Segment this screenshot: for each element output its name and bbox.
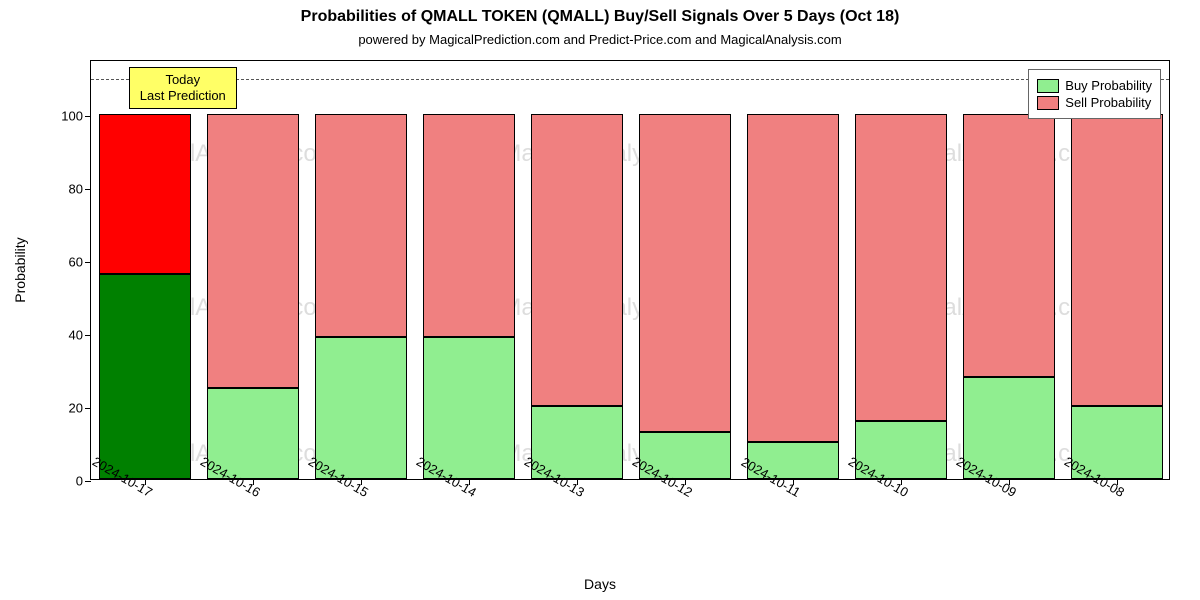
plot-area: 020406080100MagicalAnalysis.comMagicalAn… [90, 60, 1170, 480]
reference-line [91, 79, 1169, 80]
bar-segment-sell [207, 114, 300, 388]
bar-group [747, 114, 840, 479]
bar-segment-buy [315, 337, 408, 479]
callout-line: Today [140, 72, 226, 88]
y-tick-label: 0 [43, 474, 83, 489]
bar-group [531, 114, 624, 479]
y-tick-mark [85, 116, 91, 117]
legend-label: Sell Probability [1065, 95, 1151, 110]
bar-segment-sell [963, 114, 1056, 377]
chart-subtitle: powered by MagicalPrediction.com and Pre… [0, 32, 1200, 47]
legend-swatch [1037, 79, 1059, 93]
bar-segment-sell [855, 114, 948, 421]
x-axis-label: Days [0, 576, 1200, 592]
bar-group [99, 114, 192, 479]
callout-line: Last Prediction [140, 88, 226, 104]
bar-segment-buy [99, 274, 192, 479]
bar-segment-sell [423, 114, 516, 337]
bar-segment-sell [99, 114, 192, 275]
y-tick-label: 80 [43, 181, 83, 196]
y-tick-label: 100 [43, 108, 83, 123]
bar-segment-sell [531, 114, 624, 406]
bar-group [855, 114, 948, 479]
y-tick-mark [85, 481, 91, 482]
legend-label: Buy Probability [1065, 78, 1152, 93]
y-tick-mark [85, 408, 91, 409]
bar-group [1071, 114, 1164, 479]
bar-group [639, 114, 732, 479]
y-tick-label: 20 [43, 400, 83, 415]
legend-swatch [1037, 96, 1059, 110]
y-tick-label: 40 [43, 327, 83, 342]
y-tick-mark [85, 262, 91, 263]
bar-segment-sell [639, 114, 732, 432]
bar-group [423, 114, 516, 479]
bar-segment-sell [747, 114, 840, 443]
legend-item: Buy Probability [1037, 78, 1152, 93]
bar-segment-sell [1071, 114, 1164, 406]
y-tick-mark [85, 335, 91, 336]
bar-segment-buy [423, 337, 516, 479]
chart-container: Probabilities of QMALL TOKEN (QMALL) Buy… [0, 0, 1200, 600]
bar-group [315, 114, 408, 479]
y-axis-label: Probability [12, 237, 28, 302]
today-callout: TodayLast Prediction [129, 67, 237, 110]
y-tick-mark [85, 189, 91, 190]
legend-item: Sell Probability [1037, 95, 1152, 110]
legend: Buy Probability Sell Probability [1028, 69, 1161, 119]
y-tick-label: 60 [43, 254, 83, 269]
bar-group [207, 114, 300, 479]
bar-group [963, 114, 1056, 479]
chart-title: Probabilities of QMALL TOKEN (QMALL) Buy… [0, 8, 1200, 26]
bar-segment-sell [315, 114, 408, 337]
